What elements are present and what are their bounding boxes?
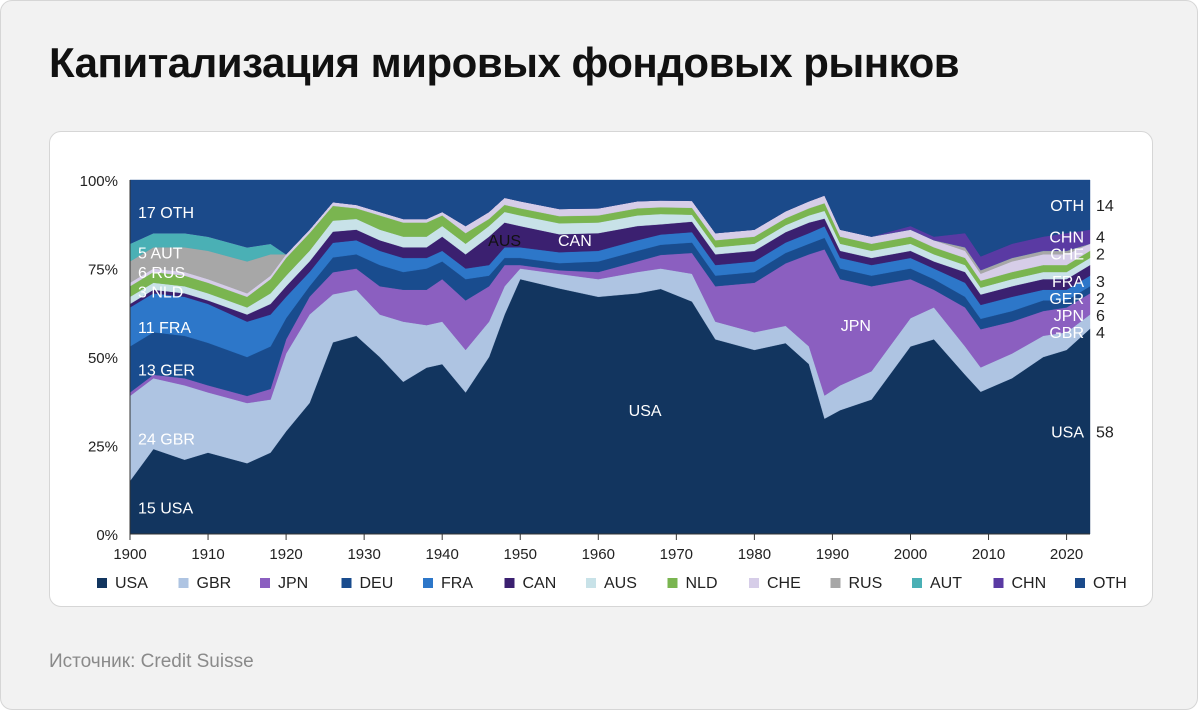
legend-swatch bbox=[423, 578, 433, 588]
legend-label: USA bbox=[115, 575, 148, 592]
legend-item-usa: USA bbox=[97, 575, 148, 592]
x-tick-label: 1950 bbox=[504, 546, 537, 563]
legend-item-rus: RUS bbox=[830, 575, 883, 592]
legend-label: FRA bbox=[441, 575, 473, 592]
legend-label: JPN bbox=[278, 575, 308, 592]
label-1900-aut: 5 AUT bbox=[138, 246, 183, 263]
area-label-can: CAN bbox=[558, 233, 592, 250]
x-tick-label: 1910 bbox=[191, 546, 224, 563]
label-1900-fra: 11 FRA bbox=[138, 320, 191, 337]
x-tick-label: 1990 bbox=[816, 546, 849, 563]
label-1900-nld: 3 NLD bbox=[138, 285, 183, 302]
legend-swatch bbox=[830, 578, 841, 588]
label-2023-fra-value: 3 bbox=[1096, 274, 1105, 291]
label-2023-usa-name: USA bbox=[1051, 424, 1084, 441]
legend-swatch bbox=[1075, 578, 1085, 588]
area-label-jpn: JPN bbox=[841, 318, 871, 335]
legend-swatch bbox=[586, 578, 596, 588]
x-tick-label: 2000 bbox=[894, 546, 927, 563]
area-oth bbox=[129, 179, 1091, 257]
label-2023-che-value: 2 bbox=[1096, 247, 1105, 264]
axes-layer: 0% 25% 50% 75% 100% 1900 1910 1920 1930 1940 1950 1… bbox=[80, 173, 1090, 563]
x-tick-label: 1960 bbox=[582, 546, 615, 563]
label-2023-jpn-name: JPN bbox=[1054, 308, 1084, 325]
legend-item-chn: CHN bbox=[993, 575, 1047, 592]
legend-swatch bbox=[97, 578, 107, 588]
legend-label: CHN bbox=[1012, 575, 1047, 592]
legend-swatch bbox=[667, 578, 678, 588]
legend-label: NLD bbox=[686, 575, 718, 592]
page-title: Капитализация мировых фондовых рынков bbox=[49, 39, 960, 86]
areas-layer bbox=[129, 179, 1091, 535]
label-2023-chn-name: CHN bbox=[1049, 230, 1084, 247]
legend-label: DEU bbox=[360, 575, 394, 592]
legend-swatch bbox=[912, 578, 922, 588]
y-tick-label: 75% bbox=[88, 262, 118, 279]
legend-item-gbr: GBR bbox=[178, 575, 232, 592]
y-tick-label: 50% bbox=[88, 350, 118, 367]
legend-item-oth: OTH bbox=[1075, 575, 1127, 592]
y-tick-label: 0% bbox=[96, 527, 118, 544]
legend-item-can: CAN bbox=[504, 575, 557, 592]
legend-item-deu: DEU bbox=[341, 575, 394, 592]
legend-item-che: CHE bbox=[749, 575, 801, 592]
label-2023-gbr-value: 4 bbox=[1096, 325, 1105, 342]
label-2023-che-name: CHE bbox=[1050, 247, 1084, 264]
x-tick-label: 1930 bbox=[347, 546, 380, 563]
x-tick-label: 1920 bbox=[269, 546, 302, 563]
label-1900-oth: 17 OTH bbox=[138, 205, 194, 222]
legend-item-fra: FRA bbox=[423, 575, 473, 592]
x-tick-label: 1970 bbox=[660, 546, 693, 563]
y-tick-label: 100% bbox=[80, 173, 118, 190]
label-2023-ger-name: GER bbox=[1049, 291, 1084, 308]
legend-item-nld: NLD bbox=[667, 575, 718, 592]
label-2023-oth-value: 14 bbox=[1096, 198, 1114, 215]
x-tick-label: 1940 bbox=[426, 546, 459, 563]
area-label-usa: USA bbox=[629, 403, 662, 420]
label-2023-usa-value: 58 bbox=[1096, 424, 1114, 441]
label-1900-rus: 6 RUS bbox=[138, 265, 185, 282]
label-1900-gbr: 24 GBR bbox=[138, 431, 195, 448]
y-tick-label: 25% bbox=[88, 439, 118, 456]
legend-label: GBR bbox=[197, 575, 232, 592]
chart-panel: 0% 25% 50% 75% 100% 1900 1910 1920 1930 1940 1950 1… bbox=[49, 131, 1153, 607]
legend-swatch bbox=[993, 578, 1004, 588]
stacked-area-chart: 0% 25% 50% 75% 100% 1900 1910 1920 1930 1940 1950 1… bbox=[80, 173, 1127, 592]
legend-label: OTH bbox=[1093, 575, 1127, 592]
legend-swatch bbox=[749, 578, 759, 588]
x-tick-label: 2020 bbox=[1050, 546, 1083, 563]
label-2023-chn-value: 4 bbox=[1096, 230, 1105, 247]
x-tick-label: 1900 bbox=[113, 546, 146, 563]
legend-label: CHE bbox=[767, 575, 801, 592]
legend-label: AUS bbox=[604, 575, 637, 592]
legend-label: RUS bbox=[849, 575, 883, 592]
legend-swatch bbox=[178, 578, 189, 588]
legend-label: AUT bbox=[930, 575, 962, 592]
legend-swatch bbox=[504, 578, 515, 588]
label-2023-ger-value: 2 bbox=[1096, 291, 1105, 308]
legend-item-aus: AUS bbox=[586, 575, 637, 592]
legend-item-jpn: JPN bbox=[260, 575, 308, 592]
legend-swatch bbox=[341, 578, 352, 588]
label-2023-jpn-value: 6 bbox=[1096, 308, 1105, 325]
area-label-aus: AUS bbox=[488, 233, 521, 250]
label-1900-ger: 13 GER bbox=[138, 362, 195, 379]
legend-label: CAN bbox=[523, 575, 557, 592]
legend-swatch bbox=[260, 578, 270, 588]
label-1900-usa: 15 USA bbox=[138, 500, 193, 517]
legend-item-aut: AUT bbox=[912, 575, 962, 592]
label-2023-gbr-name: GBR bbox=[1049, 325, 1084, 342]
label-2023-fra-name: FRA bbox=[1052, 274, 1084, 291]
x-tick-label: 1980 bbox=[738, 546, 771, 563]
label-2023-oth-name: OTH bbox=[1050, 198, 1084, 215]
source-note: Источник: Credit Suisse bbox=[49, 651, 254, 672]
legend-layer: USA GBR JPN DEU FRA CAN AUS NLD CHE RUS AUT CHN OTH bbox=[97, 575, 1127, 592]
x-tick-label: 2010 bbox=[972, 546, 1005, 563]
